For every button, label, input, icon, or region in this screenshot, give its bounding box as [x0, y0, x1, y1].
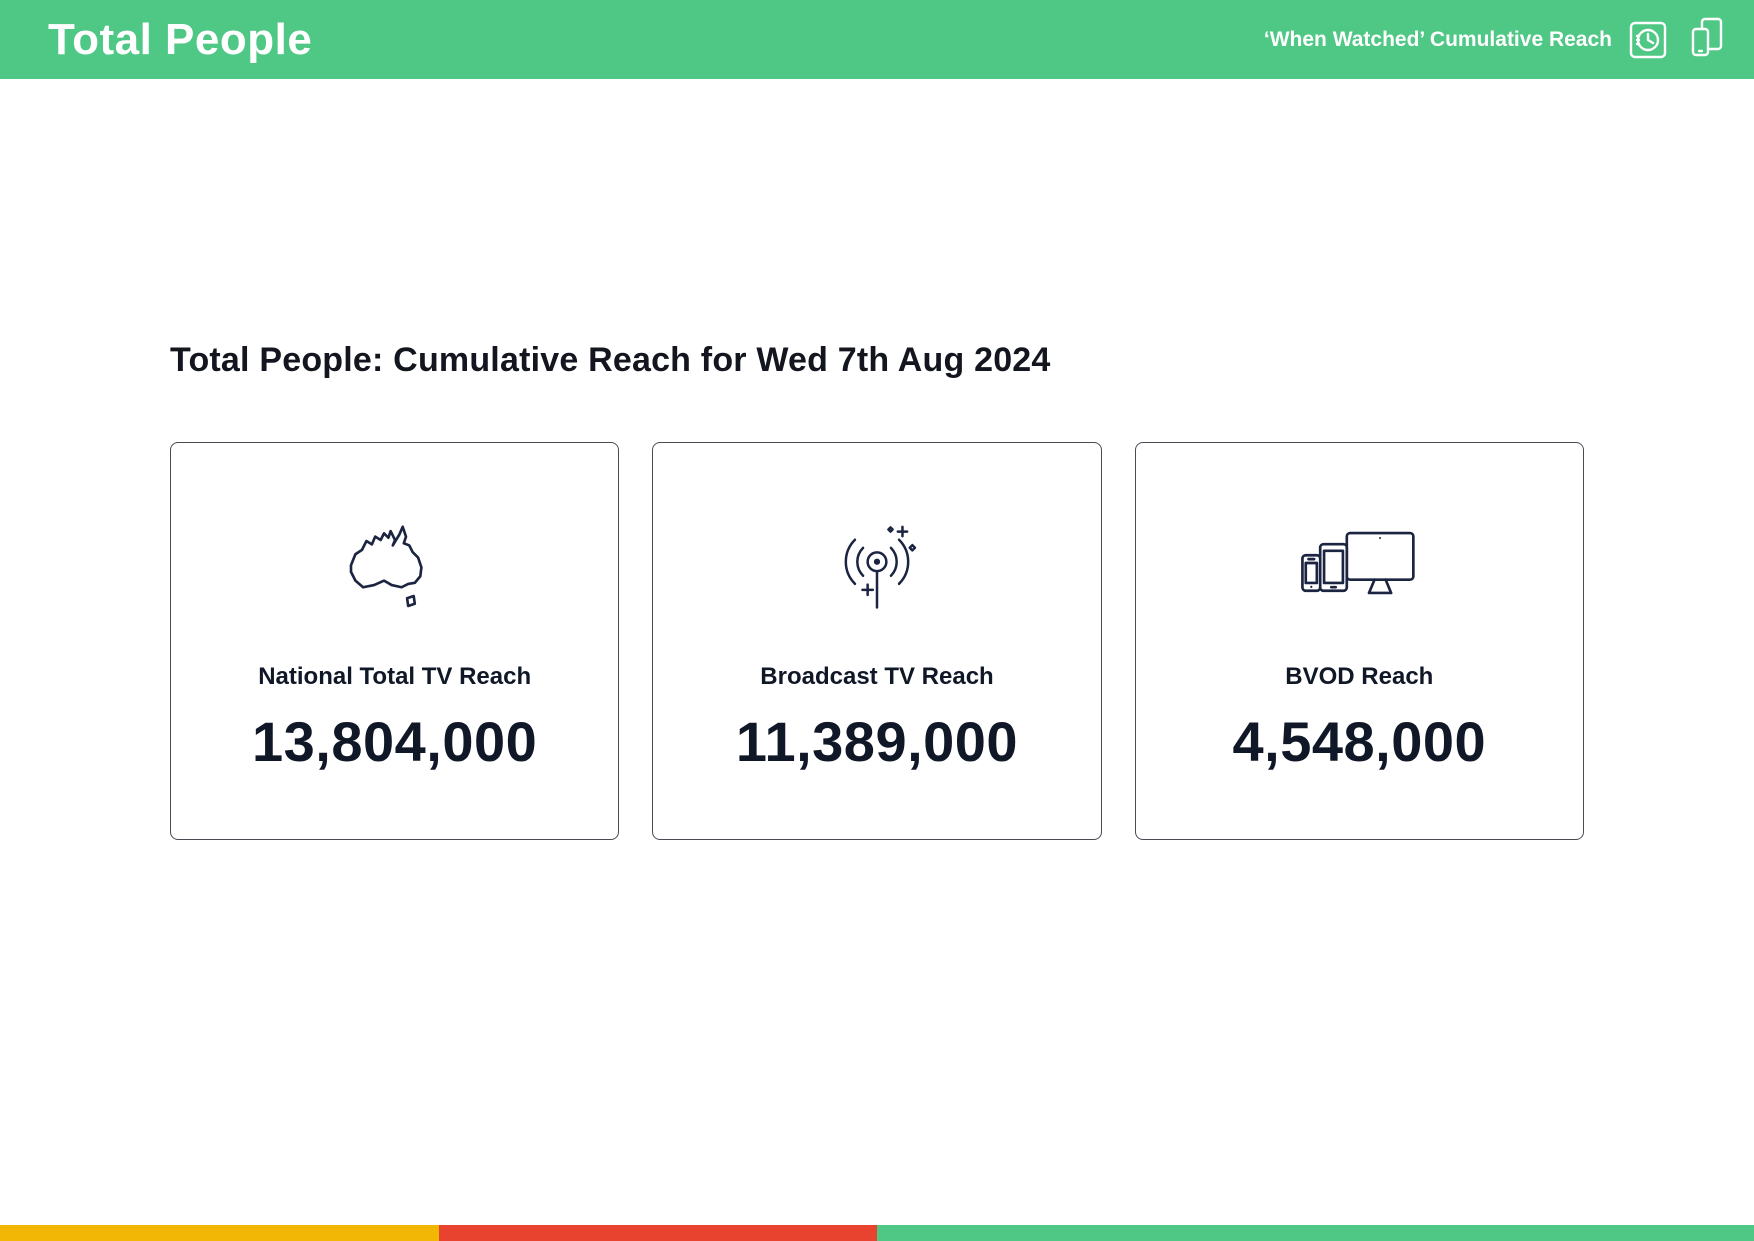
header-bar: Total People ‘When Watched’ Cumulative R… — [0, 0, 1754, 79]
kpi-value: 11,389,000 — [735, 710, 1019, 773]
kpi-label: BVOD Reach — [1285, 663, 1434, 690]
kpi-card-national-total-tv: National Total TV Reach 13,804,000 — [170, 442, 620, 840]
kpi-value: 13,804,000 — [252, 710, 538, 773]
header-subtitle: ‘When Watched’ Cumulative Reach — [1263, 27, 1612, 51]
footer-brand-stripe — [0, 1225, 1754, 1241]
broadcast-tower-icon — [825, 507, 929, 629]
kpi-value: 4,548,000 — [1232, 710, 1487, 773]
stripe-segment-yellow — [0, 1225, 439, 1241]
main-content: Total People: Cumulative Reach for Wed 7… — [0, 341, 1754, 840]
kpi-cards-row: National Total TV Reach 13,804,000 — [170, 442, 1584, 840]
devices-icon — [1298, 507, 1420, 629]
clock-icon[interactable] — [1628, 18, 1670, 62]
report-heading: Total People: Cumulative Reach for Wed 7… — [170, 341, 1051, 379]
page-title: Total People — [48, 14, 313, 64]
stripe-segment-red — [438, 1225, 877, 1241]
header-right-group: ‘When Watched’ Cumulative Reach — [1263, 17, 1728, 62]
stripe-segment-green — [877, 1225, 1754, 1241]
kpi-card-broadcast-tv: Broadcast TV Reach 11,389,000 — [652, 442, 1102, 840]
multi-device-icon[interactable] — [1686, 17, 1728, 62]
kpi-label: Broadcast TV Reach — [760, 663, 994, 690]
australia-map-icon — [340, 507, 450, 629]
kpi-label: National Total TV Reach — [258, 663, 532, 690]
kpi-card-bvod: BVOD Reach 4,548,000 — [1134, 442, 1584, 840]
